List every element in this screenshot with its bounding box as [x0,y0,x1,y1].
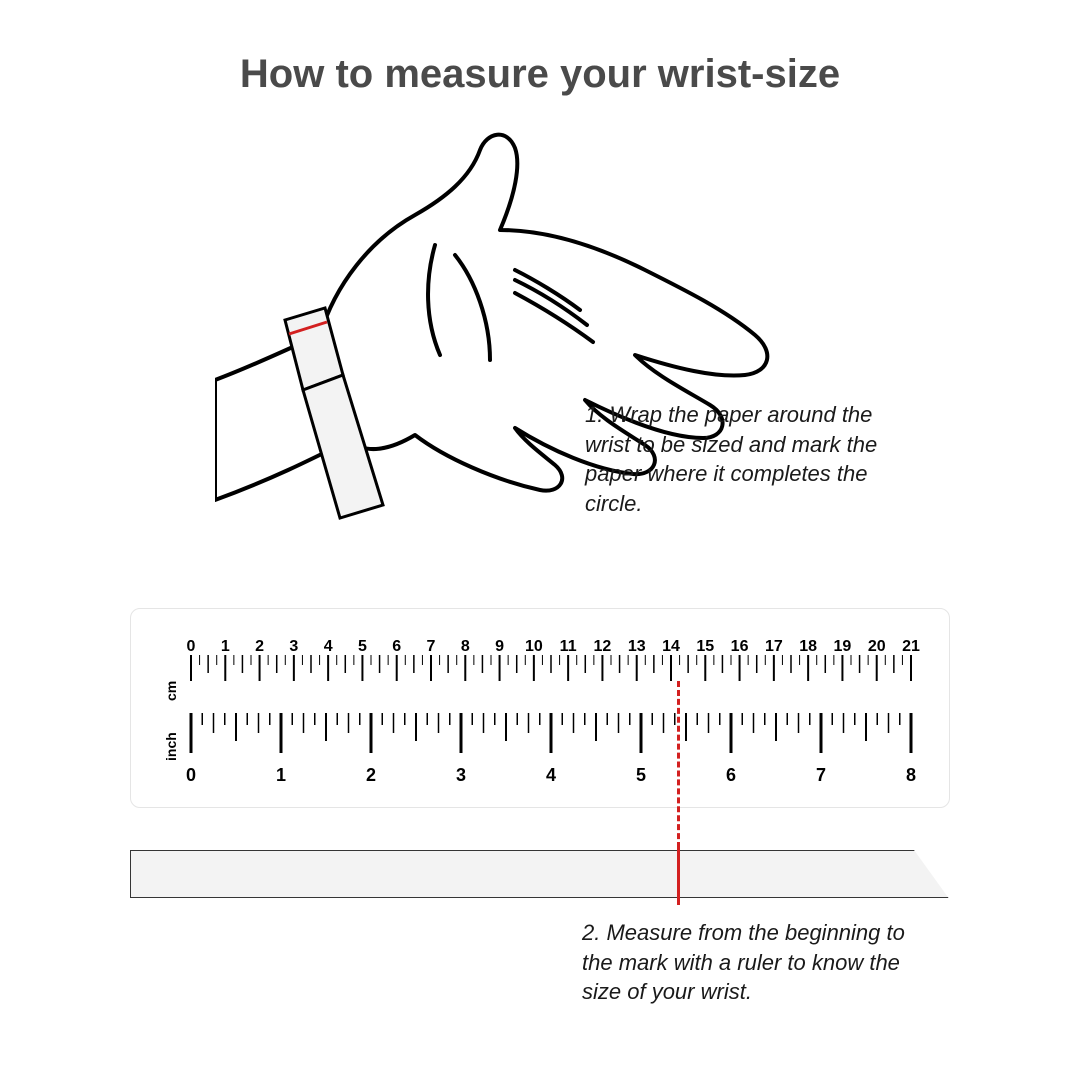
svg-text:0: 0 [187,638,196,655]
svg-text:18: 18 [799,638,817,655]
svg-text:3: 3 [456,765,466,785]
svg-text:0: 0 [186,765,196,785]
svg-text:4: 4 [546,765,556,785]
svg-text:5: 5 [636,765,646,785]
svg-text:11: 11 [560,638,577,655]
svg-text:9: 9 [495,638,504,655]
svg-text:13: 13 [628,638,646,655]
svg-text:1: 1 [221,638,230,655]
paper-strip [130,850,950,898]
svg-text:8: 8 [461,638,470,655]
svg-text:21: 21 [902,638,920,655]
page-title: How to measure your wrist-size [0,52,1080,97]
svg-text:16: 16 [731,638,749,655]
paper-torn-edge [914,850,950,900]
ruler-scale: 0123456789101112131415161718192021012345… [131,609,951,809]
svg-text:6: 6 [392,638,401,655]
svg-text:7: 7 [427,638,436,655]
svg-text:2: 2 [366,765,376,785]
measurement-marker-dashed [677,681,680,857]
step2-caption: 2. Measure from the beginning to the mar… [582,918,922,1007]
svg-text:15: 15 [696,638,714,655]
svg-text:5: 5 [358,638,367,655]
svg-text:4: 4 [324,638,333,655]
svg-text:7: 7 [816,765,826,785]
ruler: cm inch 01234567891011121314151617181920… [130,608,950,808]
svg-text:12: 12 [594,638,612,655]
svg-text:1: 1 [276,765,286,785]
svg-text:20: 20 [868,638,886,655]
svg-text:14: 14 [662,638,680,655]
step1-caption: 1. Wrap the paper around the wrist to be… [585,400,885,519]
svg-text:8: 8 [906,765,916,785]
svg-text:10: 10 [525,638,543,655]
svg-text:3: 3 [289,638,298,655]
svg-text:6: 6 [726,765,736,785]
svg-text:19: 19 [834,638,852,655]
svg-text:2: 2 [255,638,264,655]
svg-text:17: 17 [765,638,783,655]
paper-mark-line [677,845,680,905]
